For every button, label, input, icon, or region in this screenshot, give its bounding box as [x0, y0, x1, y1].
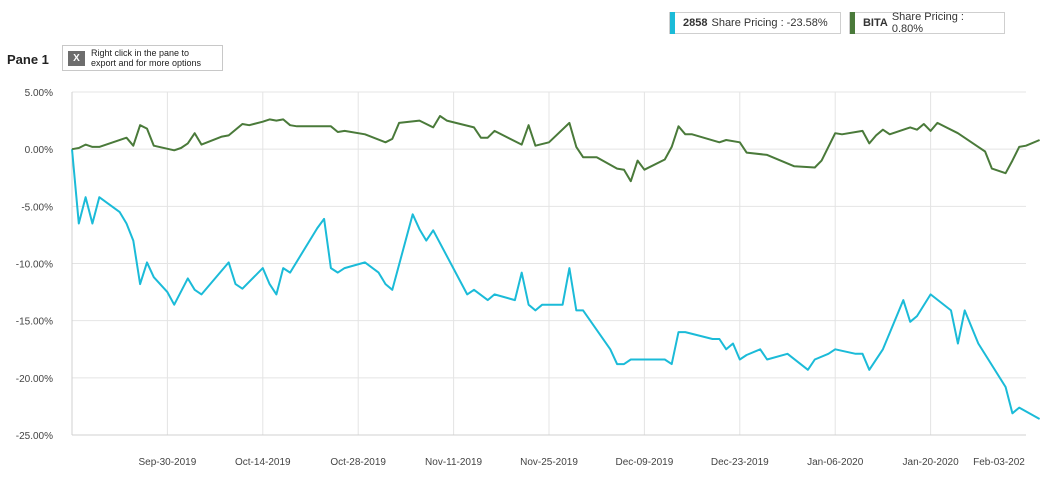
y-tick-label: 5.00% [25, 88, 53, 99]
export-hint-box[interactable]: X Right click in the pane to export and … [62, 45, 223, 71]
x-tick-label: Feb-03-202 [973, 457, 1025, 468]
x-tick-label: Oct-28-2019 [330, 457, 386, 468]
x-tick-label: Oct-14-2019 [235, 457, 291, 468]
export-hint-line-2: export and for more options [91, 58, 202, 68]
legend-ticker-2858: 2858 [683, 17, 708, 29]
export-hint-line-1: Right click in the pane to [91, 48, 190, 58]
series-line-2858 [71, 149, 1041, 420]
y-tick-label: -25.00% [16, 431, 53, 442]
x-tick-label: Nov-11-2019 [425, 457, 483, 468]
y-tick-label: -10.00% [16, 260, 53, 271]
y-tick-label: -5.00% [21, 202, 53, 213]
legend-swatch-2858 [670, 12, 675, 34]
chart-grid [71, 91, 1026, 436]
x-tick-label: Jan-20-2020 [903, 457, 960, 468]
y-tick-label: -15.00% [16, 317, 53, 328]
y-tick-label: -20.00% [16, 374, 53, 385]
x-tick-label: Dec-23-2019 [711, 457, 769, 468]
y-axis: 5.00% 0.00% -5.00% -10.00% -15.00% -20.00% -25… [16, 88, 53, 442]
export-hint-text: Right click in the pane to export and fo… [91, 48, 201, 68]
x-axis: Sep-30-2019 Oct-14-2019 Oct-28-2019 Nov-11-… [138, 457, 1025, 468]
x-tick-label: Nov-25-2019 [520, 457, 578, 468]
legend-swatch-bita [850, 12, 855, 34]
chart-series [71, 115, 1041, 420]
legend-ticker-bita: BITA [862, 17, 888, 29]
legend-item-bita[interactable]: BITA Share Pricing : 0.80% [849, 11, 1005, 35]
y-tick-label: 0.00% [25, 145, 53, 156]
legend-text-2858: Share Pricing : -23.58% [711, 17, 828, 29]
x-tick-label: Jan-06-2020 [807, 457, 864, 468]
legend-item-2858[interactable]: 2858 Share Pricing : -23.58% [669, 12, 841, 34]
series-line-bita [71, 115, 1040, 183]
excel-icon[interactable]: X [68, 50, 85, 66]
x-tick-label: Sep-30-2019 [138, 457, 196, 468]
x-tick-label: Dec-09-2019 [615, 457, 673, 468]
legend-text-bita: Share Pricing : 0.80% [891, 11, 964, 35]
pane-title: Pane 1 [7, 52, 49, 67]
